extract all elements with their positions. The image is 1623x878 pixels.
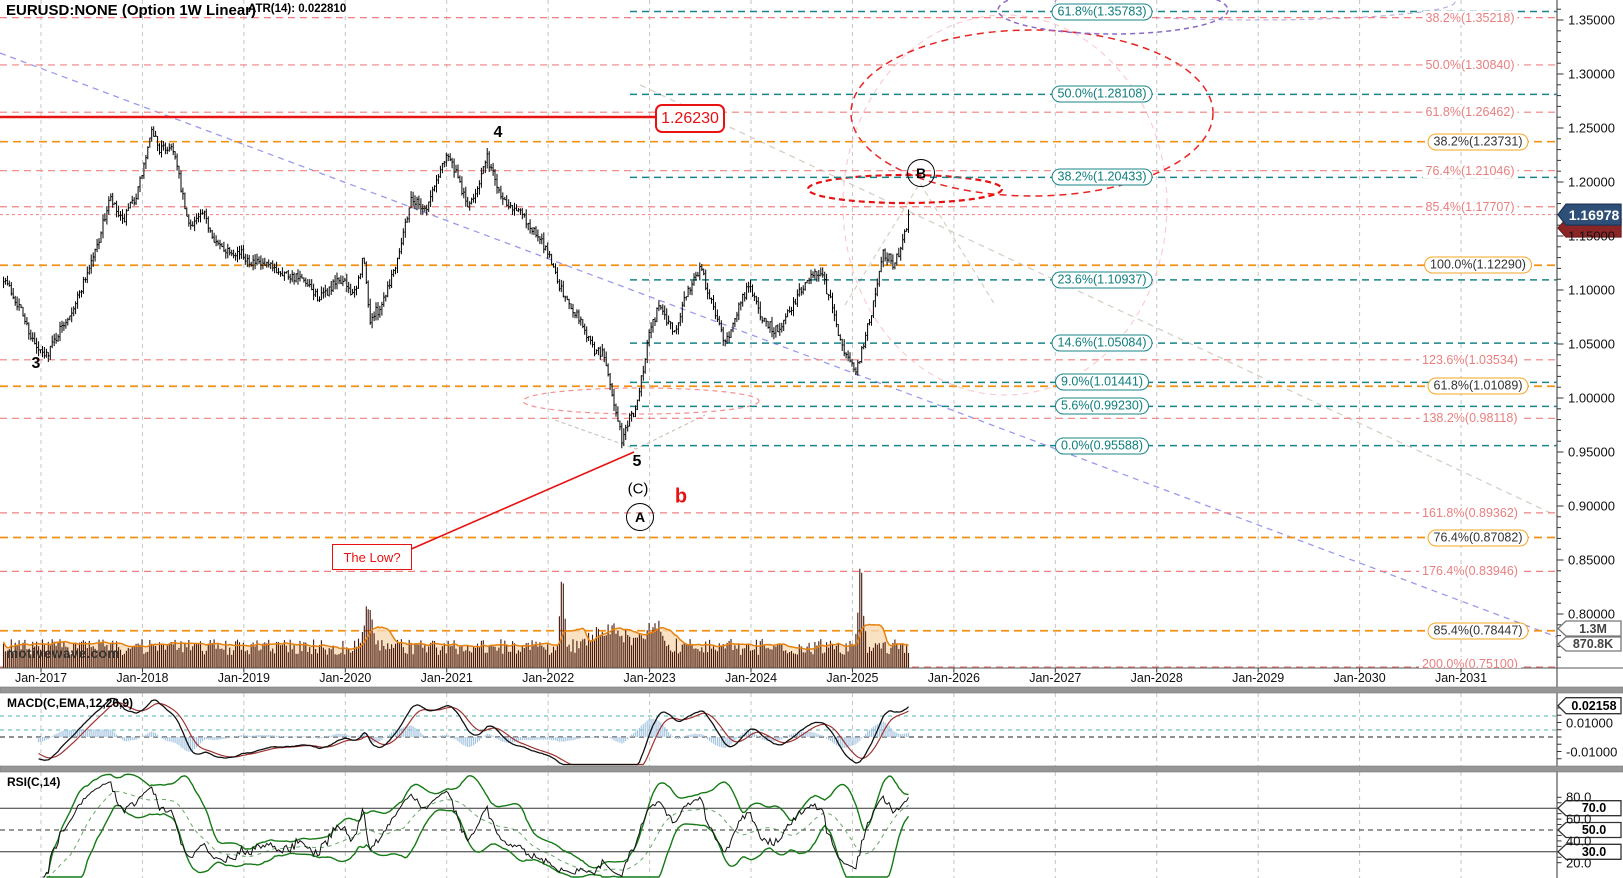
macd-plot[interactable]	[0, 693, 1557, 766]
price-axis[interactable]	[1557, 0, 1623, 878]
time-axis[interactable]	[0, 668, 1557, 687]
rsi-plot[interactable]	[0, 772, 1557, 878]
main-chart-plot[interactable]	[0, 0, 1557, 668]
